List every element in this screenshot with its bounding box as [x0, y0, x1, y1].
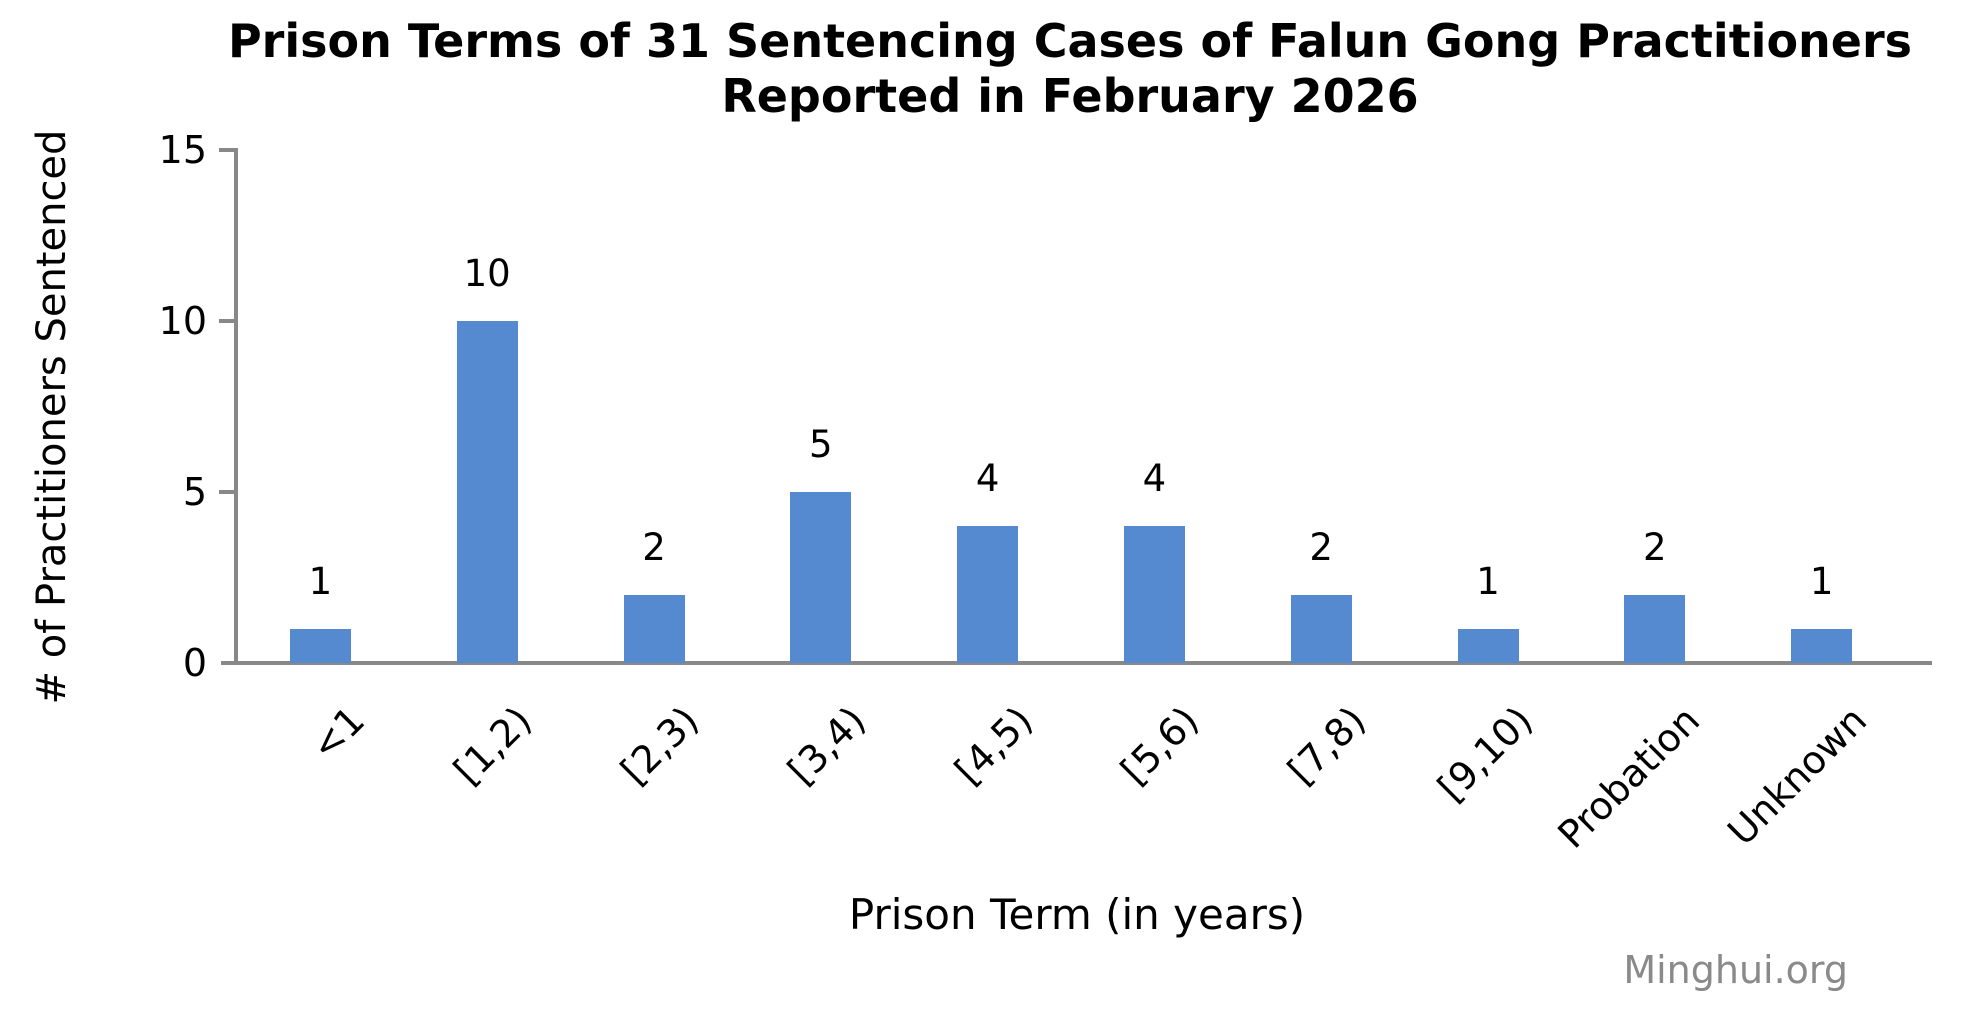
y-tick-label: 5 [182, 470, 207, 514]
bar [623, 595, 685, 663]
bar-value-label: 1 [1809, 560, 1834, 603]
bar [1123, 526, 1185, 663]
x-tick-label: [9,10) [1429, 698, 1542, 810]
x-tick-label: [7,8) [1279, 698, 1375, 793]
bar [957, 526, 1019, 663]
y-axis-line [234, 148, 238, 665]
bar [456, 321, 518, 663]
bar-value-label: 10 [463, 252, 511, 295]
chart-title-line2: Reported in February 2026 [721, 69, 1419, 124]
bar [1624, 595, 1686, 663]
bar [289, 629, 351, 663]
x-tick-label: [3,4) [779, 698, 874, 793]
bar-value-label: 4 [1142, 457, 1167, 500]
y-tick-mark [219, 319, 235, 323]
x-tick-label: <1 [302, 698, 374, 769]
watermark: Minghui.org [1623, 948, 1848, 992]
page-title: Prison Terms of 31 Sentencing Cases of F… [140, 14, 1966, 124]
y-tick-label: 15 [158, 128, 207, 172]
x-tick-label: [5,6) [1112, 698, 1208, 793]
bar-value-label: 5 [809, 423, 833, 466]
bar-value-label: 2 [1643, 526, 1667, 569]
y-tick-mark [219, 490, 235, 494]
y-tick-mark [219, 148, 235, 152]
bar-value-label: 2 [1309, 526, 1333, 569]
x-tick-label: Unknown [1718, 698, 1875, 854]
x-tick-label: [4,5) [945, 698, 1041, 793]
x-axis-line [221, 661, 1932, 665]
bar [1791, 629, 1853, 663]
bar [790, 492, 852, 663]
bar [1290, 595, 1352, 663]
x-tick-label: [1,2) [445, 698, 541, 793]
chart-title-line1: Prison Terms of 31 Sentencing Cases of F… [227, 14, 1913, 68]
x-tick-label: [2,3) [612, 698, 708, 793]
bar-value-label: 4 [975, 457, 1000, 500]
y-tick-label: 0 [182, 641, 207, 685]
y-tick-label: 10 [158, 299, 207, 343]
y-axis-title: # of Practitioners Sentenced [29, 129, 75, 705]
bar-value-label: 2 [642, 526, 666, 569]
bar-value-label: 1 [308, 560, 333, 603]
x-tick-label: Probation [1549, 698, 1708, 857]
x-axis-title: Prison Term (in years) [848, 890, 1306, 939]
bar [1457, 629, 1519, 663]
bar-value-label: 1 [1476, 560, 1500, 603]
